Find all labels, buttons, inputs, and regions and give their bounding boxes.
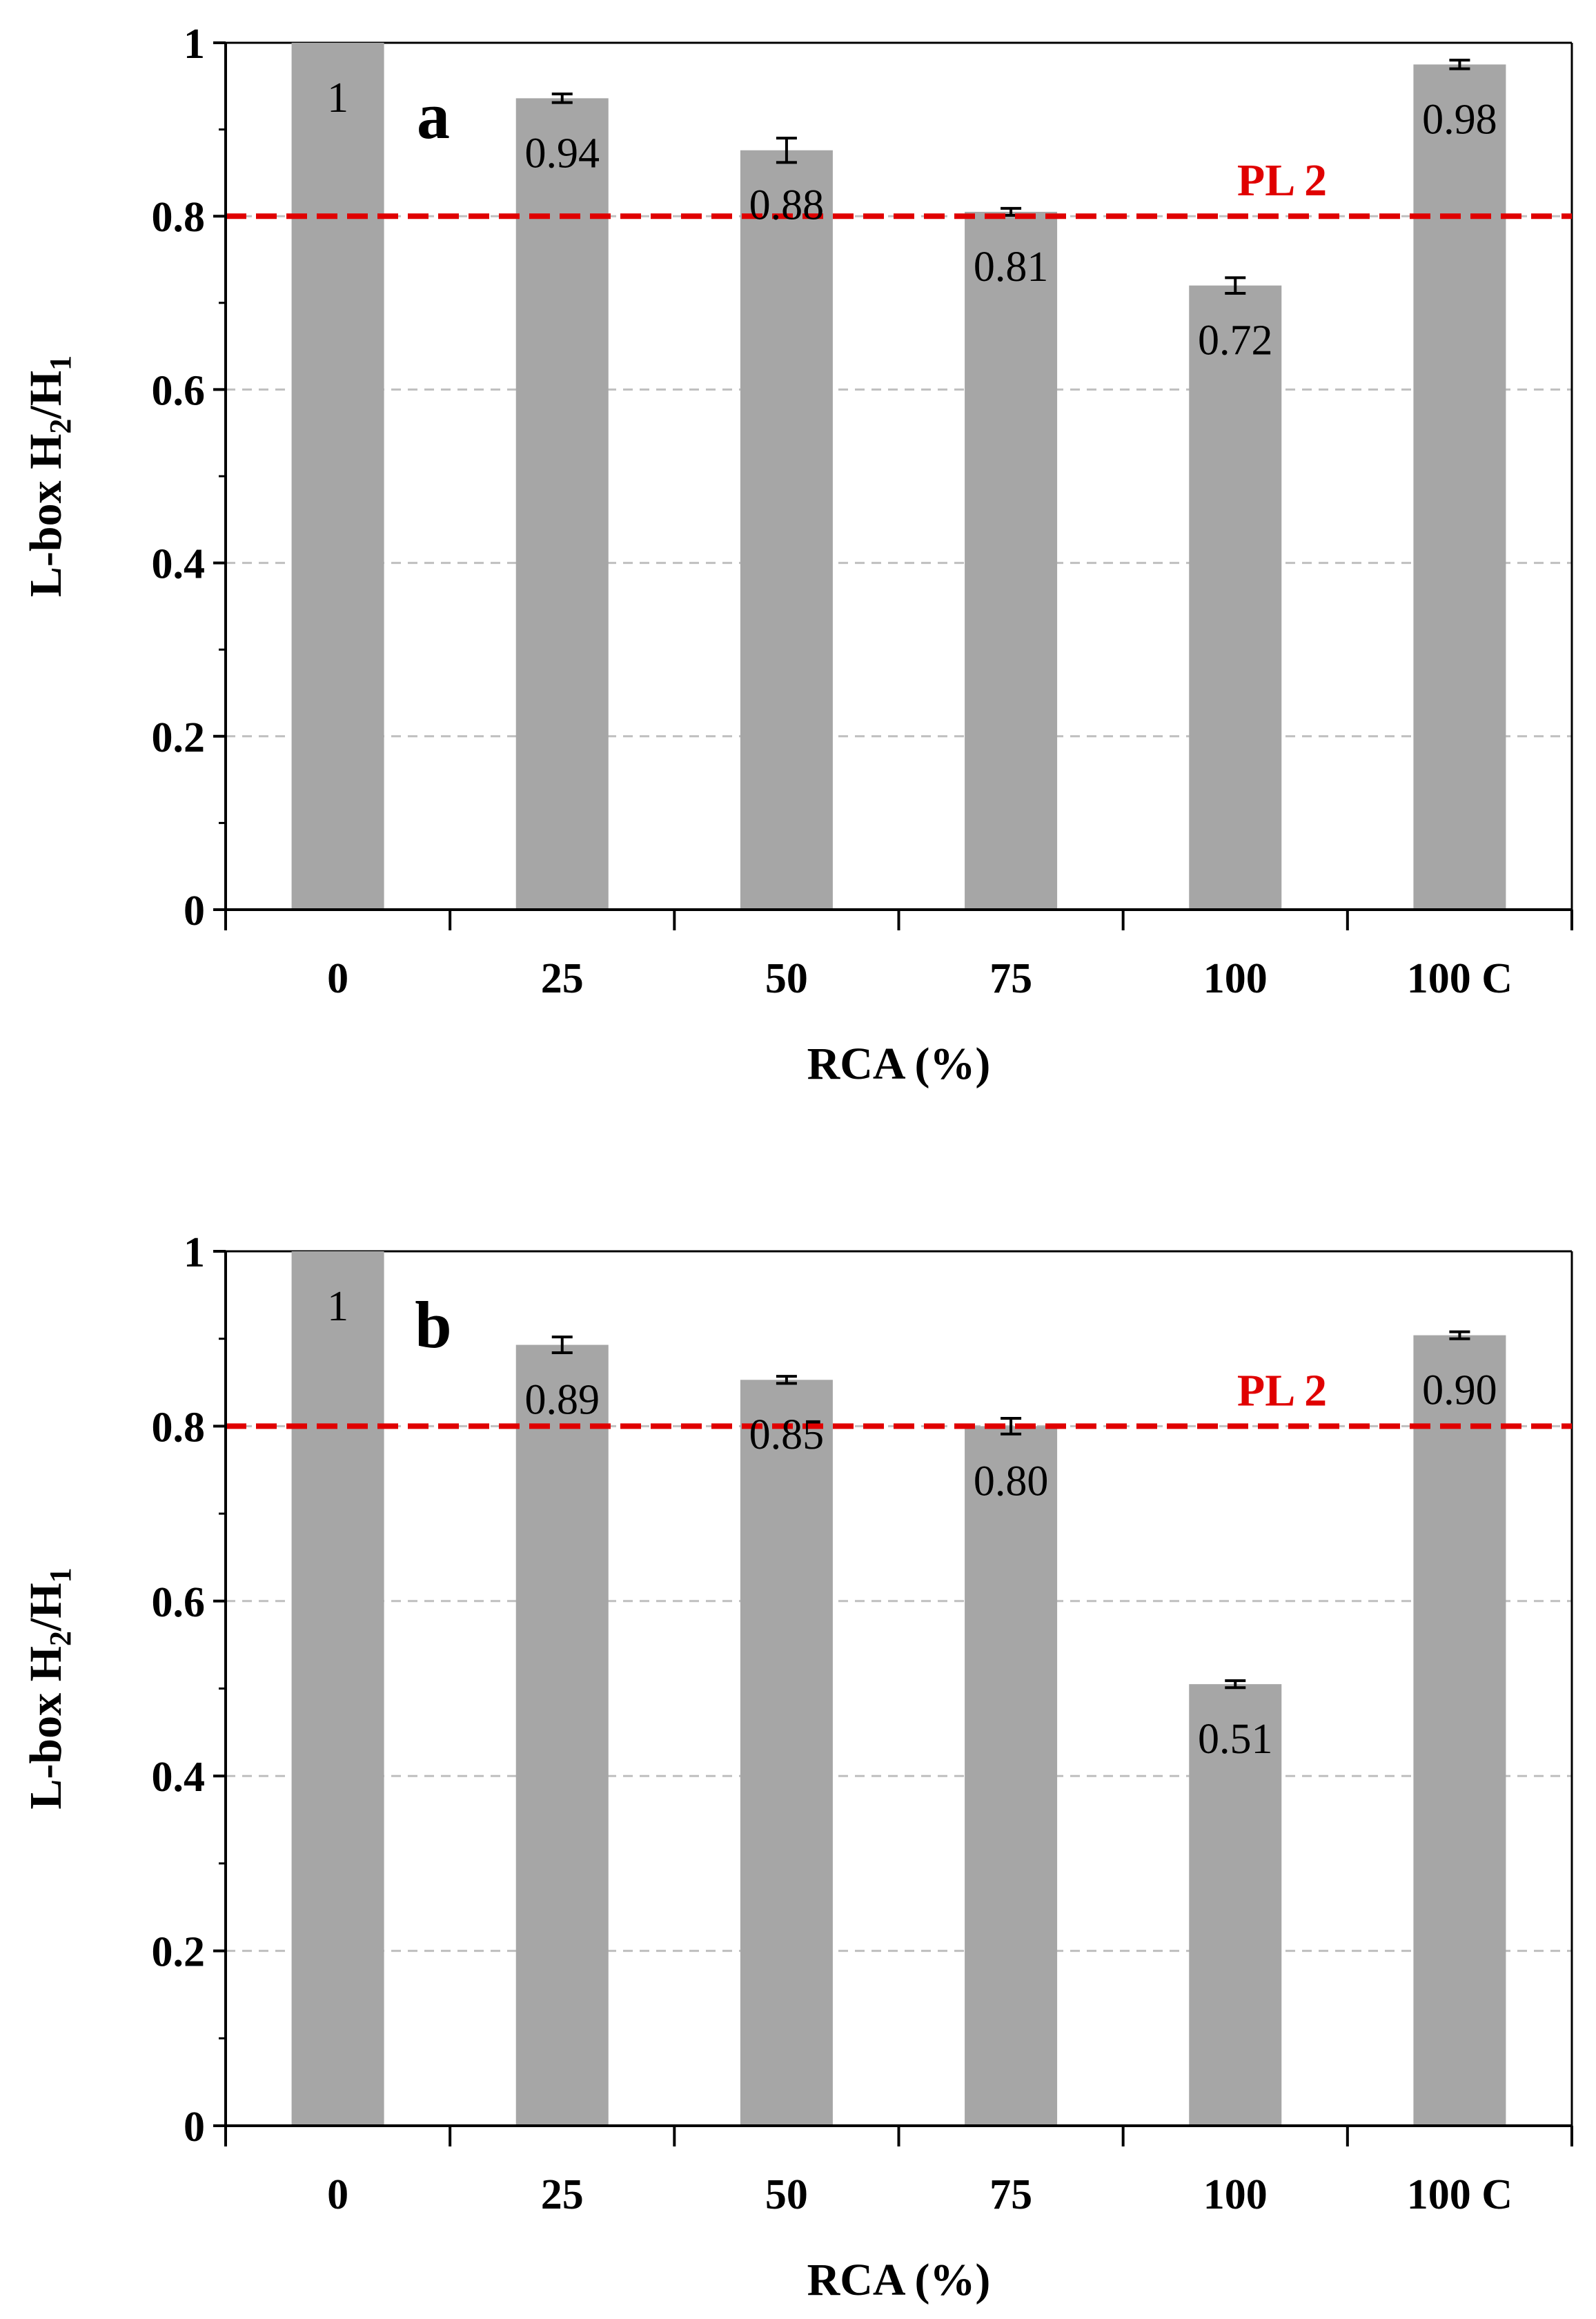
bar-100	[1189, 285, 1282, 910]
bar-50	[740, 1380, 833, 2126]
data-label: 0.90	[1422, 1367, 1497, 1414]
x-tick-label: 25	[541, 2171, 584, 2218]
bar-75	[965, 211, 1058, 910]
y-tick-label: 0.4	[152, 1754, 206, 1801]
y-tick-label: 0	[184, 2104, 205, 2151]
data-label: 1	[327, 75, 348, 121]
y-tick-label: 0.4	[152, 541, 206, 588]
bar-25	[515, 1344, 609, 2126]
error-bar	[551, 1335, 573, 1354]
chart-panel-a: PL 210.940.880.810.720.9800.20.40.60.810…	[21, 21, 1573, 1089]
data-label: 0.81	[974, 244, 1049, 291]
data-label: 0.94	[525, 130, 600, 177]
x-tick-label: 0	[327, 2171, 348, 2218]
bar-0	[291, 1251, 384, 2126]
x-tick-label: 100 C	[1407, 955, 1513, 1002]
panel-label: b	[415, 1288, 451, 1362]
x-tick-label: 75	[989, 2171, 1032, 2218]
error-bar	[776, 137, 797, 164]
panel-label: a	[417, 79, 450, 153]
error-bar	[1225, 1679, 1246, 1690]
error-bar	[1001, 1416, 1022, 1436]
data-label: 0.72	[1198, 317, 1273, 364]
x-tick-label: 50	[765, 955, 808, 1002]
y-axis-title-subscript: 1	[43, 1567, 77, 1583]
y-tick-label: 1	[184, 1229, 205, 1276]
y-tick-label: 0.2	[152, 1929, 206, 1976]
x-tick-label: 100 C	[1407, 2171, 1513, 2218]
data-label: 0.85	[749, 1411, 825, 1458]
data-label: 0.51	[1198, 1716, 1273, 1763]
x-tick-label: 25	[541, 955, 584, 1002]
y-tick-label: 0.6	[152, 1579, 206, 1626]
y-axis-title-subscript: 1	[43, 355, 77, 371]
y-axis-title-subscript: 2	[43, 1631, 77, 1646]
y-tick-label: 0.6	[152, 367, 206, 414]
y-tick-label: 1	[184, 21, 205, 68]
y-axis-title-part: L-box H	[21, 1646, 71, 1810]
data-label: 0.80	[974, 1458, 1049, 1505]
chart-panel-b: PL 210.890.850.800.510.9000.20.40.60.810…	[21, 1229, 1573, 2305]
y-axis-title-part: /H	[21, 371, 71, 420]
bar-100-c	[1413, 1335, 1506, 2126]
x-axis-title: RCA (%)	[807, 2255, 991, 2305]
error-bar	[1449, 1330, 1470, 1340]
data-label: 0.88	[749, 182, 825, 229]
y-axis-title: L-box H2/H1	[21, 1567, 77, 1809]
y-tick-label: 0.2	[152, 714, 206, 761]
error-bar	[1449, 59, 1470, 70]
bar-100	[1189, 1684, 1282, 2126]
bar-100-c	[1413, 64, 1506, 910]
reference-line-label: PL 2	[1237, 1365, 1327, 1416]
data-label: 0.89	[525, 1377, 600, 1424]
y-tick-label: 0.8	[152, 1404, 206, 1451]
x-tick-label: 0	[327, 955, 348, 1002]
error-bar	[776, 1375, 797, 1385]
error-bar	[551, 92, 573, 104]
x-tick-label: 50	[765, 2171, 808, 2218]
bar-75	[965, 1426, 1058, 2126]
y-axis-title: L-box H2/H1	[21, 355, 77, 597]
error-bar	[1225, 276, 1246, 295]
data-label: 1	[327, 1283, 348, 1330]
data-label: 0.98	[1422, 96, 1497, 143]
x-axis-title: RCA (%)	[807, 1039, 991, 1089]
bar-0	[291, 43, 384, 910]
y-tick-label: 0.8	[152, 194, 206, 241]
x-tick-label: 100	[1203, 955, 1268, 1002]
x-tick-label: 100	[1203, 2171, 1268, 2218]
y-axis-title-part: L-box H	[21, 434, 71, 598]
bar-50	[740, 150, 833, 910]
y-axis-title-subscript: 2	[43, 419, 77, 434]
bar-25	[515, 98, 609, 910]
y-tick-label: 0	[184, 888, 205, 935]
x-tick-label: 75	[989, 955, 1032, 1002]
reference-line-label: PL 2	[1237, 155, 1327, 206]
y-axis-title-part: /H	[21, 1583, 71, 1632]
